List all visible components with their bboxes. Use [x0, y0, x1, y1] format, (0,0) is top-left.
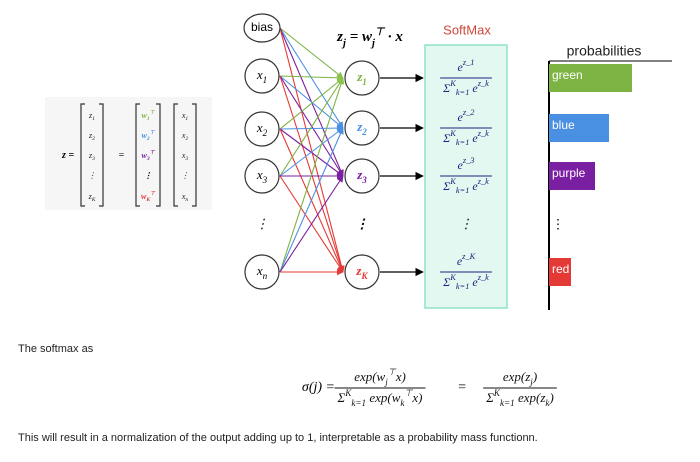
bracket — [80, 103, 104, 207]
equation: zj = wj⊤ · x — [336, 27, 403, 49]
connection — [279, 175, 344, 273]
input-label: x1 — [256, 67, 267, 85]
formula-frac2-numerator: exp(zj) — [503, 369, 537, 387]
connection — [279, 27, 344, 79]
prob-bar — [549, 64, 632, 92]
input-label: bias — [251, 20, 273, 34]
output-label: zK — [355, 263, 368, 281]
connection — [279, 127, 344, 177]
softmax-denominator: ΣKk=1 ez_k — [442, 177, 489, 195]
formula-eq: = — [457, 380, 466, 395]
input-node — [244, 111, 280, 147]
matrix-entry: xn — [181, 192, 189, 203]
prob-bar — [549, 162, 595, 190]
connection — [279, 75, 344, 129]
prob-bar — [549, 114, 609, 142]
matrix-entry: zK — [88, 192, 96, 203]
input-node — [244, 158, 280, 194]
softmax-denominator: ΣKk=1 ez_k — [442, 79, 489, 97]
prob-ellipsis: ⋮ — [552, 216, 565, 231]
connection — [279, 77, 345, 273]
formula-lhs: σ(j) = — [302, 380, 335, 395]
output-label: z3 — [356, 167, 367, 185]
formula-frac2-denominator: ΣKk=1 exp(zk) — [485, 388, 554, 408]
input-label: x2 — [256, 120, 268, 138]
softmax-numerator: ez_K — [457, 252, 476, 267]
bracket — [135, 103, 161, 207]
intro-text: The softmax as — [18, 343, 94, 355]
matrix-entry: w1⊤ — [141, 109, 155, 122]
prob-bar — [549, 258, 571, 286]
prob-label: red — [552, 262, 569, 276]
output-node — [344, 158, 380, 194]
prob-label: purple — [552, 166, 586, 180]
matrix-entry: wK⊤ — [141, 190, 156, 203]
output-label: z1 — [356, 69, 367, 87]
matrix-entry: x2 — [181, 131, 189, 142]
conclusion-text: This will result in a normalization of t… — [18, 432, 538, 444]
matrix-entry: z2 — [88, 131, 95, 142]
input-node — [244, 254, 280, 290]
matrix-entry: ⋮ — [88, 171, 96, 180]
softmax-ellipsis: ⋮ — [460, 216, 473, 231]
bias-node — [243, 13, 281, 43]
softmax-numerator: ez_1 — [458, 58, 475, 73]
matrix-equals: = — [118, 150, 125, 161]
input-label: ⋮ — [256, 216, 269, 231]
connection — [279, 77, 344, 130]
matrix-entry: ⋮ — [144, 171, 152, 180]
connection — [279, 27, 345, 273]
output-label: ⋮ — [356, 216, 369, 231]
output-node — [344, 110, 380, 146]
matrix-entry: x1 — [181, 111, 189, 122]
matrix-panel — [45, 97, 212, 210]
input-label: x3 — [256, 167, 268, 185]
matrix-entry: z3 — [88, 151, 95, 162]
formula-frac1-numerator: exp(wj⊤x) — [354, 367, 406, 387]
input-node — [244, 58, 280, 94]
output-label: z2 — [356, 119, 367, 137]
connection — [279, 127, 344, 273]
softmax-numerator: ez_2 — [458, 108, 475, 123]
prob-label: blue — [552, 118, 575, 132]
matrix-entry: ⋮ — [181, 171, 189, 180]
connection — [279, 124, 344, 132]
softmax-denominator: ΣKk=1 ez_k — [442, 129, 489, 147]
softmax-numerator: ez_3 — [458, 156, 475, 171]
connection — [279, 74, 344, 82]
matrix-entry: x3 — [181, 151, 189, 162]
matrix-entry: w3⊤ — [141, 149, 155, 162]
matrix-entry: z1 — [88, 111, 95, 122]
softmax-denominator: ΣKk=1 ez_k — [442, 273, 489, 291]
formula-frac1-denominator: ΣKk=1 exp(wk⊤x) — [337, 388, 423, 408]
probabilities-title: probabilities — [567, 43, 642, 59]
input-label: xn — [256, 263, 268, 281]
softmax-label: SoftMax — [443, 22, 491, 37]
matrix-entry: w2⊤ — [141, 129, 155, 142]
prob-label: green — [552, 68, 583, 82]
matrix-lhs: z = — [61, 150, 74, 161]
bracket — [173, 103, 197, 207]
output-node — [344, 60, 380, 96]
output-node — [344, 254, 380, 290]
connection — [279, 77, 344, 177]
